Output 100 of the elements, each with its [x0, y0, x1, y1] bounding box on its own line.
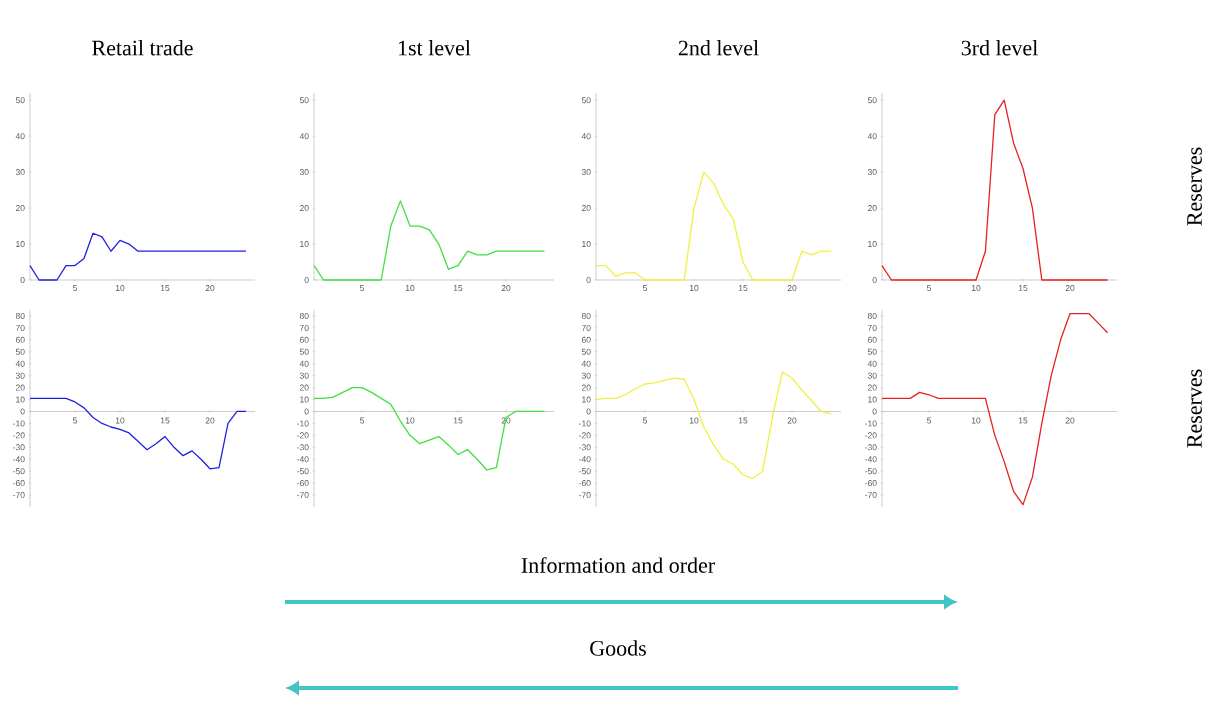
y-tick-label: 50: [299, 97, 309, 104]
y-tick-label: 40: [15, 360, 25, 367]
y-tick-label: 50: [867, 348, 877, 355]
y-tick-label: -10: [579, 420, 591, 427]
y-tick-label: -70: [297, 492, 309, 499]
x-tick-label: 15: [738, 417, 748, 424]
text: Reserves: [1187, 369, 1202, 448]
y-tick-label: 60: [15, 336, 25, 343]
y-tick-label: 10: [582, 396, 591, 403]
y-tick-label: -60: [579, 480, 591, 487]
x-tick-label: 5: [642, 417, 648, 424]
x-tick-label: 20: [501, 285, 511, 292]
y-tick-label: 30: [867, 372, 877, 379]
y-tick-label: 30: [15, 372, 25, 379]
y-tick-label: 70: [867, 324, 877, 331]
y-tick-label: -60: [865, 480, 877, 487]
x-tick-label: 20: [787, 285, 797, 292]
y-tick-label: 0: [304, 408, 309, 415]
x-tick-label: 5: [72, 285, 78, 291]
y-tick-label: -70: [579, 492, 591, 499]
text: Information and order: [521, 557, 715, 573]
y-tick-label: -60: [297, 480, 309, 487]
y-tick-label: -30: [579, 444, 591, 451]
y-tick-label: 10: [16, 241, 25, 248]
x-tick-label: 10: [689, 285, 699, 292]
y-tick-label: 20: [581, 384, 591, 391]
y-tick-label: 10: [582, 241, 591, 248]
y-tick-label: 20: [867, 205, 877, 212]
x-tick-label: 5: [72, 417, 78, 424]
x-tick-label: 5: [927, 285, 932, 291]
y-tick-label: 70: [581, 324, 591, 331]
x-tick-label: 15: [453, 417, 463, 424]
y-tick-label: 0: [586, 276, 591, 283]
x-tick-label: 20: [205, 417, 215, 424]
x-tick-label: 20: [787, 417, 797, 424]
y-tick-label: -70: [865, 492, 877, 499]
y-tick-label: -50: [297, 468, 309, 475]
x-tick-label: 10: [115, 285, 125, 292]
line-series: [595, 371, 832, 479]
x-tick-label: 15: [453, 285, 463, 291]
x-tick-label: 5: [927, 417, 932, 424]
y-tick-label: 60: [867, 336, 877, 343]
y-tick-label: 70: [15, 324, 25, 331]
y-tick-label: -10: [297, 420, 309, 427]
y-tick-label: -10: [13, 420, 25, 427]
y-tick-label: 20: [299, 384, 309, 391]
x-tick-label: 20: [205, 285, 215, 292]
y-tick-label: 30: [15, 169, 25, 176]
y-tick-label: 30: [299, 169, 309, 176]
text: Goods: [590, 640, 646, 656]
y-tick-label: 50: [15, 97, 25, 104]
y-tick-label: 20: [299, 205, 309, 212]
y-tick-label: 10: [300, 396, 309, 403]
y-tick-label: 30: [867, 169, 877, 176]
y-tick-label: 40: [867, 133, 877, 140]
chart-title: 2nd level: [678, 39, 759, 56]
y-tick-label: 50: [581, 348, 591, 355]
y-tick-label: -20: [865, 432, 877, 439]
y-tick-label: 0: [872, 276, 877, 283]
y-tick-label: -40: [297, 456, 309, 463]
y-tick-label: -50: [579, 468, 591, 475]
y-tick-label: -30: [13, 444, 25, 451]
y-tick-label: 80: [15, 312, 25, 319]
y-tick-label: 0: [20, 276, 25, 283]
y-tick-label: 20: [867, 384, 877, 391]
x-tick-label: 10: [115, 417, 125, 424]
y-tick-label: 10: [300, 241, 309, 248]
x-tick-label: 10: [405, 285, 415, 292]
y-tick-label: 20: [15, 384, 25, 391]
y-tick-label: 10: [868, 396, 877, 403]
y-tick-label: 70: [299, 324, 309, 331]
y-tick-label: 40: [581, 360, 591, 367]
x-tick-label: 5: [359, 417, 365, 424]
y-tick-label: 30: [581, 372, 591, 379]
y-tick-label: 50: [15, 348, 25, 355]
y-tick-label: -50: [13, 468, 25, 475]
chart-title: 1st level: [398, 39, 471, 56]
x-tick-label: 10: [689, 417, 699, 424]
x-tick-label: 15: [1018, 417, 1028, 424]
text: Reserves: [1187, 147, 1202, 226]
x-tick-label: 15: [160, 417, 170, 424]
y-tick-label: -30: [865, 444, 877, 451]
y-tick-label: 10: [16, 396, 25, 403]
x-tick-label: 15: [160, 285, 170, 291]
y-tick-label: 20: [15, 205, 25, 212]
x-tick-label: 5: [642, 285, 648, 291]
y-tick-label: -20: [13, 432, 25, 439]
y-tick-label: 80: [299, 312, 309, 319]
y-tick-label: -60: [13, 480, 25, 487]
y-tick-label: 40: [15, 133, 25, 140]
y-tick-label: -50: [865, 468, 877, 475]
y-tick-label: 0: [872, 408, 877, 415]
chart-title: Retail trade: [92, 39, 193, 56]
y-tick-label: 50: [581, 97, 591, 104]
x-tick-label: 10: [405, 417, 415, 424]
x-tick-label: 15: [738, 285, 748, 291]
y-tick-label: -20: [297, 432, 309, 439]
y-tick-label: 40: [867, 360, 877, 367]
y-tick-label: 40: [581, 133, 591, 140]
y-tick-label: 40: [299, 133, 309, 140]
